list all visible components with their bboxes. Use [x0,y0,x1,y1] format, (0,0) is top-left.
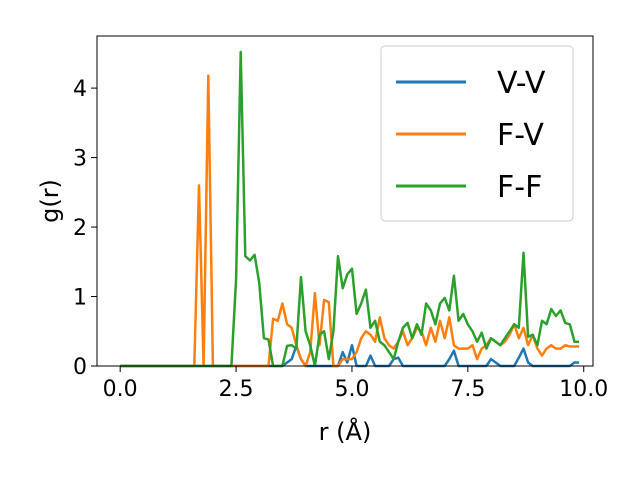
y-tick-label: 0 [73,355,87,380]
legend-box [380,45,574,222]
y-tick-label: 2 [73,216,87,241]
y-tick-label: 1 [73,286,87,311]
legend-label-f-v: F-V [497,118,544,153]
x-tick-label: 5.0 [334,377,369,402]
x-tick-label: 0.0 [103,377,138,402]
y-axis-label: g(r) [36,179,64,223]
y-tick-label: 4 [73,77,87,102]
x-axis: 0.0 2.5 5.0 7.5 10.0 [103,366,608,402]
y-axis: 0 1 2 3 4 [73,77,97,380]
x-tick-label: 10.0 [559,377,608,402]
x-axis-label: r (Å) [319,417,372,446]
x-tick-label: 2.5 [219,377,254,402]
legend-label-f-f: F-F [497,170,542,205]
y-tick-label: 3 [73,147,87,172]
legend: V-V F-V F-F [380,45,574,222]
series-line-f-f [120,50,580,368]
x-tick-label: 7.5 [450,377,485,402]
legend-label-v-v: V-V [497,66,546,101]
plot-frame [96,35,594,367]
